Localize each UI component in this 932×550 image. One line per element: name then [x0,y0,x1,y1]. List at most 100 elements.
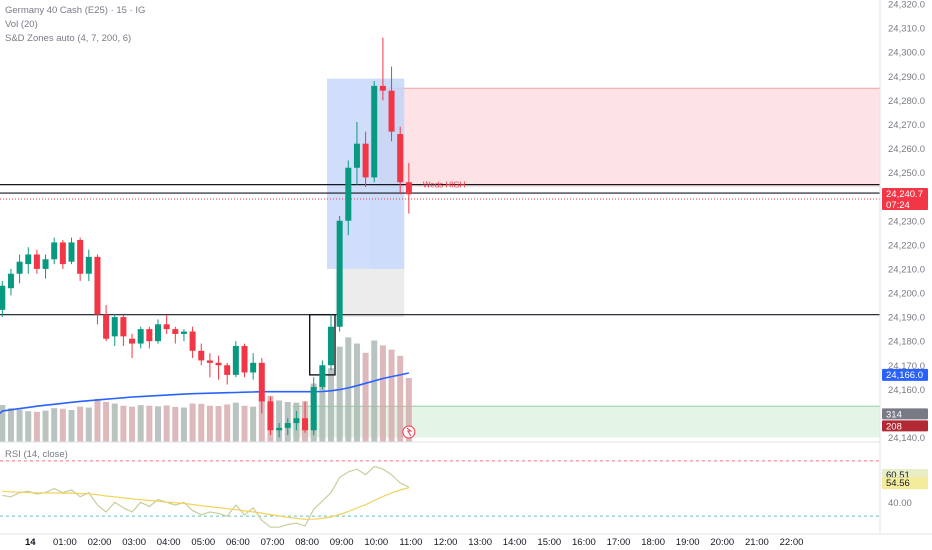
candle [59,240,66,269]
candle [397,126,404,195]
grey-zone [335,268,405,318]
candle-body [42,259,49,269]
volume-bar [42,410,49,442]
candle-body [241,345,248,373]
time-axis-bg [0,534,932,550]
time-tick-label: 16:00 [572,537,596,548]
volume-layer [0,337,412,442]
volume-bar [198,403,205,442]
candle-body [379,85,386,91]
candle [258,358,265,414]
volume-bar [241,405,248,442]
candle [137,326,144,349]
candle [232,341,239,378]
rsi-layer [0,441,880,528]
time-tick-label: 13:00 [468,537,492,548]
replay-icon[interactable] [402,425,416,439]
volume-badge: 314 [882,408,928,420]
price-tick-label: 24,190.0 [888,313,925,324]
candle-body [51,242,58,260]
volume-bar [319,377,326,442]
time-tick-label: 14 [25,537,36,548]
time-tick-label: 19:00 [676,537,700,548]
volume-bar [16,409,23,442]
time-tick-label: 22:00 [780,537,804,548]
candle [33,249,40,274]
volume-bar [258,398,265,442]
time-tick-label: 08:00 [295,537,319,548]
volume-indicator-label[interactable]: Vol (20) [5,19,38,30]
candle [215,355,222,380]
candle-body [85,256,92,274]
price-tick-label: 24,320.0 [888,0,925,11]
volume-bar [379,345,386,442]
candle [155,319,161,344]
candle-body [172,329,179,334]
time-tick-label: 04:00 [157,537,181,548]
candle [189,326,196,359]
rsi-badge-text: 60.51 [886,470,910,481]
candle-body [224,365,231,375]
volume-badge-text: 314 [886,409,902,420]
candle-body [276,427,283,431]
price-tick-label: 24,160.0 [888,385,925,396]
candles-layer [0,37,412,438]
time-tick-label: 10:00 [364,537,388,548]
volume-bar [0,405,6,442]
volume-badge-sell-bg [882,420,928,432]
volume-bar [163,405,170,442]
volume-bar [336,346,343,442]
candle [379,37,386,101]
candle [120,314,127,346]
replay-icon-bolt [406,427,413,437]
candle [111,314,118,346]
candle-body [189,331,196,351]
rsi-indicator-label[interactable]: RSI (14, close) [5,449,68,460]
volume-bar [85,407,92,442]
price-tick-label: 24,250.0 [888,168,925,179]
candle-body [103,314,110,339]
candle [16,254,23,284]
volume-bar [103,402,110,442]
rsi-ma-line [2,487,410,520]
candle [241,343,248,378]
rsi-tick-label: 40.00 [888,498,912,509]
candle [328,314,334,371]
candle [371,81,378,183]
time-tick-label: 21:00 [745,537,769,548]
volume-bar [120,405,127,442]
price-tick-label: 24,290.0 [888,72,925,83]
time-tick-label: 18:00 [641,537,665,548]
price-tick-label: 24,170.0 [888,361,925,372]
time-tick-label: 11:00 [399,537,422,548]
candle-body [155,324,161,342]
candle-body [120,317,127,337]
candle-body [0,285,6,310]
volume-bar [328,368,334,442]
candle [302,401,309,433]
ma-badge: 24,166.0 [882,368,928,381]
volume-bar [77,406,84,442]
candle-body [7,273,14,289]
rsi-line [2,465,410,528]
volume-bar [405,378,412,442]
volume-bar [59,408,66,442]
time-tick-label: 14:00 [503,537,527,548]
symbol-title[interactable]: Germany 40 Cash (E25) · 15 · IG [5,5,146,16]
chart-legend: Germany 40 Cash (E25) · 15 · IG Vol (20)… [5,4,145,46]
candle [319,360,326,390]
volume-bar [146,405,153,442]
candle-body [33,254,40,269]
time-tick-label: 09:00 [330,537,354,548]
candle-body [328,326,334,366]
volume-bar [189,403,196,442]
time-tick-label: 02:00 [88,537,112,548]
zones-indicator-label[interactable]: S&D Zones auto (4, 7, 200, 6) [5,33,132,44]
price-tick-label: 24,270.0 [888,120,925,131]
candle [68,237,75,265]
time-tick-label: 12:00 [434,537,458,548]
volume-bar [94,398,101,442]
candle-body [180,331,187,334]
last-price-badge: 24,240.707:24 [882,187,928,211]
